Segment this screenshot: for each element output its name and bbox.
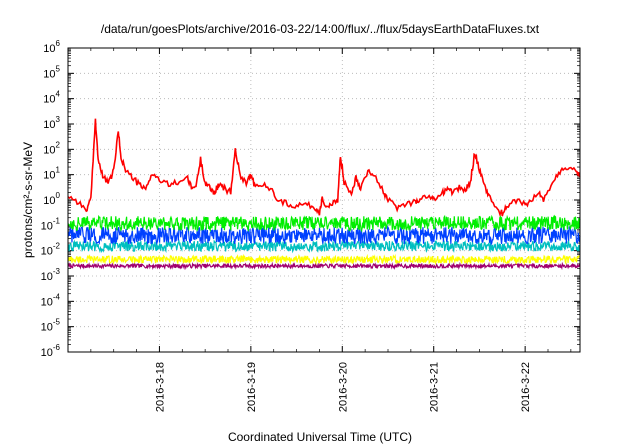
y-tick-label: 10-4: [41, 292, 61, 308]
x-tick-label: 2016-3-18: [154, 362, 166, 412]
series-line: [67, 261, 581, 271]
plot-frame: [67, 47, 581, 353]
y-tick-label: 10-2: [41, 242, 61, 258]
y-tick-label: 100: [43, 191, 60, 207]
series-line: [67, 253, 581, 266]
y-tick-label: 10-1: [41, 216, 61, 232]
chart-title: /data/run/goesPlots/archive/2016-03-22/1…: [100, 22, 540, 36]
y-tick-label: 101: [43, 166, 60, 182]
y-tick-label: 102: [43, 140, 60, 156]
x-tick-label: 2016-3-21: [429, 362, 441, 412]
x-tick-label: 2016-3-22: [520, 362, 532, 412]
series-line: [67, 224, 581, 247]
x-axis-label: Coordinated Universal Time (UTC): [227, 430, 413, 444]
y-tick-label: 10-5: [41, 318, 61, 334]
y-tick-label: 10-3: [41, 267, 61, 283]
series-line: [67, 118, 581, 217]
x-tick-label: 2016-3-19: [246, 362, 258, 412]
x-tick-label: 2016-3-20: [337, 362, 349, 412]
y-tick-label: 105: [43, 64, 60, 80]
y-tick-label: 103: [43, 115, 60, 131]
y-tick-label: 10-6: [41, 343, 61, 359]
series-line: [67, 239, 581, 254]
y-tick-label: 104: [43, 90, 60, 106]
y-tick-label: 106: [43, 39, 60, 55]
series-line: [67, 214, 581, 233]
